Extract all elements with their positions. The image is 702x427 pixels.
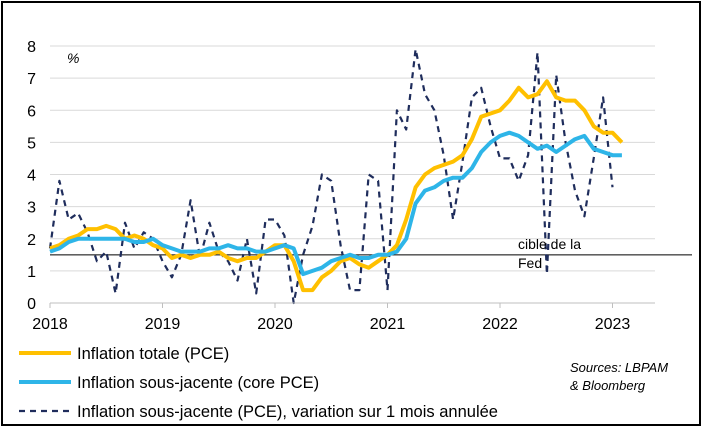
y-tick-label: 7 [27,71,36,88]
reference-label-line1: cible de la [518,236,581,252]
y-tick-label: 0 [27,296,36,313]
x-tick-label: 2019 [145,316,181,333]
series-line-1 [49,130,622,277]
y-axis: 0 1 2 3 4 5 6 7 8 [27,39,36,313]
y-tick-label: 5 [27,135,36,152]
source-line2: & Bloomberg [570,378,646,393]
x-tick-label: 2021 [370,316,406,333]
y-tick-label: 8 [27,39,36,56]
legend-label-monthly: Inflation sous-jacente (PCE), variation … [77,403,498,421]
y-tick-label: 4 [27,168,36,185]
source-line1: Sources: LBPAM [570,360,668,375]
reference-label-line2: Fed [518,255,542,271]
legend-label-core: Inflation sous-jacente (core PCE) [77,374,319,392]
x-tick-label: 2023 [595,316,631,333]
legend-label-total: Inflation totale (PCE) [77,345,229,363]
line-chart: 0 1 2 3 4 5 6 7 8 2018 2019 2020 2021 2022 2023 % cib… [19,39,692,421]
x-axis: 2018 2019 2020 2021 2022 2023 [32,302,655,333]
y-tick-label: 1 [27,264,36,281]
x-tick-label: 2022 [482,316,518,333]
series-line-2 [48,48,614,305]
legend: Inflation totale (PCE) Inflation sous-ja… [19,345,498,421]
x-tick-label: 2020 [257,316,293,333]
y-tick-label: 2 [27,232,36,249]
y-tick-label: 6 [27,103,36,120]
y-tick-label: 3 [27,200,36,217]
x-tick-label: 2018 [32,316,68,333]
plot-area [48,48,624,305]
unit-label: % [67,50,79,66]
